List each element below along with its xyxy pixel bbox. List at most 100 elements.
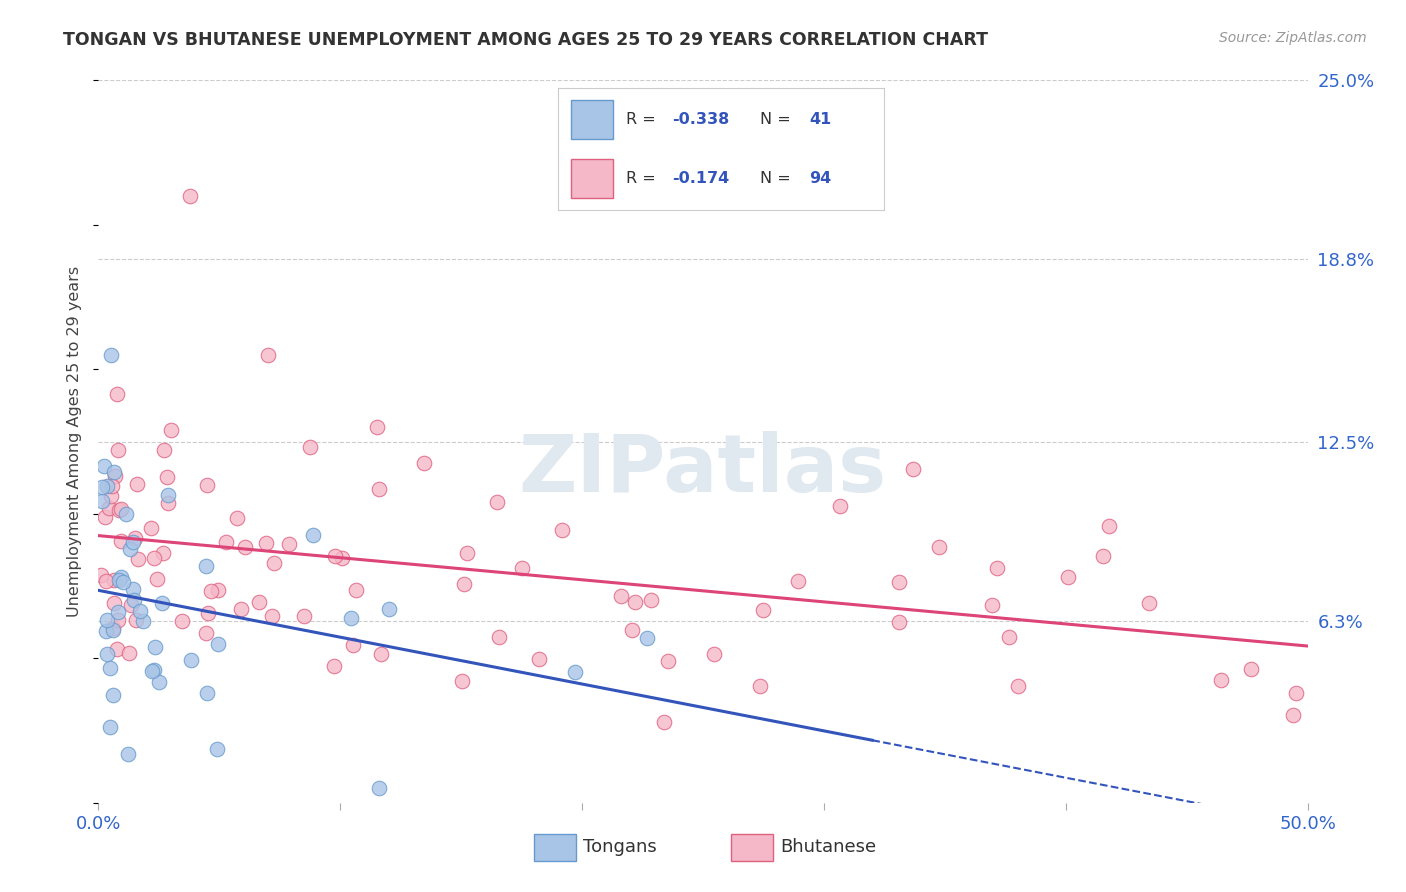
Point xyxy=(90,494,112,508)
Point xyxy=(928,540,950,554)
Point xyxy=(451,673,474,688)
Point xyxy=(94,574,117,588)
Text: Bhutanese: Bhutanese xyxy=(780,838,876,856)
Point xyxy=(997,630,1019,644)
Point xyxy=(94,510,117,524)
Point xyxy=(980,598,1002,612)
Point xyxy=(100,348,122,362)
Point xyxy=(1098,518,1121,533)
Point xyxy=(453,577,475,591)
Point xyxy=(141,521,163,535)
Point xyxy=(96,478,118,492)
Point xyxy=(640,593,662,607)
Point xyxy=(98,720,121,734)
Point xyxy=(1137,596,1160,610)
Text: Tongans: Tongans xyxy=(583,838,657,856)
Point xyxy=(125,477,148,491)
Point xyxy=(456,546,478,560)
Point xyxy=(370,647,392,661)
Point xyxy=(205,742,228,756)
Point xyxy=(233,541,256,555)
Point xyxy=(226,511,249,525)
Point xyxy=(1092,549,1115,563)
Point xyxy=(94,624,117,639)
Text: ZIPatlas: ZIPatlas xyxy=(519,432,887,509)
Point xyxy=(610,589,633,603)
Point xyxy=(111,575,134,590)
Point xyxy=(107,443,129,458)
Point xyxy=(93,458,115,473)
Point xyxy=(142,663,165,677)
Point xyxy=(195,559,218,574)
Point xyxy=(986,561,1008,575)
Point xyxy=(104,468,127,483)
Point xyxy=(103,596,125,610)
Point xyxy=(623,595,645,609)
Point xyxy=(215,535,238,549)
Point xyxy=(110,570,132,584)
Point xyxy=(141,664,163,678)
Point xyxy=(749,679,772,693)
Point xyxy=(90,567,112,582)
Point xyxy=(657,653,679,667)
Point xyxy=(156,488,179,502)
Point xyxy=(105,641,128,656)
Point xyxy=(124,531,146,545)
Point xyxy=(529,651,551,665)
Point xyxy=(150,595,173,609)
Point xyxy=(108,573,131,587)
Point xyxy=(103,465,125,479)
Point xyxy=(152,545,174,559)
Point xyxy=(118,646,141,660)
Point xyxy=(103,688,125,702)
Text: TONGAN VS BHUTANESE UNEMPLOYMENT AMONG AGES 25 TO 29 YEARS CORRELATION CHART: TONGAN VS BHUTANESE UNEMPLOYMENT AMONG A… xyxy=(63,31,988,49)
Point xyxy=(412,456,434,470)
Point xyxy=(157,496,180,510)
Point xyxy=(200,583,222,598)
Point xyxy=(110,533,132,548)
Point xyxy=(197,606,219,620)
Point xyxy=(128,604,150,618)
Point xyxy=(207,582,229,597)
Point xyxy=(105,387,128,401)
Point xyxy=(127,552,149,566)
Point xyxy=(90,480,112,494)
Point xyxy=(752,603,775,617)
Point xyxy=(260,608,283,623)
Point xyxy=(368,781,391,796)
Point xyxy=(122,535,145,549)
Point xyxy=(229,601,252,615)
Point xyxy=(339,611,361,625)
Point xyxy=(292,608,315,623)
Point xyxy=(366,420,388,434)
Point xyxy=(903,462,925,476)
Point xyxy=(153,442,176,457)
Point xyxy=(125,613,148,627)
Point xyxy=(1057,570,1080,584)
Point xyxy=(132,614,155,628)
Point xyxy=(636,631,658,645)
Point xyxy=(148,674,170,689)
Point xyxy=(1285,685,1308,699)
Point xyxy=(1281,708,1303,723)
Point xyxy=(302,528,325,542)
Point xyxy=(195,686,218,700)
Point xyxy=(100,478,122,492)
Point xyxy=(830,499,852,513)
Point xyxy=(195,478,218,492)
Point xyxy=(620,623,643,637)
Point xyxy=(120,542,142,557)
Point xyxy=(155,470,177,484)
Point xyxy=(703,647,725,661)
Point xyxy=(652,714,675,729)
Point xyxy=(330,550,353,565)
Point xyxy=(787,574,810,588)
Point xyxy=(207,637,229,651)
Point xyxy=(488,630,510,644)
Point xyxy=(195,625,218,640)
Y-axis label: Unemployment Among Ages 25 to 29 years: Unemployment Among Ages 25 to 29 years xyxy=(67,266,83,617)
Point xyxy=(263,556,285,570)
Point xyxy=(247,595,270,609)
Point xyxy=(510,561,533,575)
Point xyxy=(100,489,122,503)
